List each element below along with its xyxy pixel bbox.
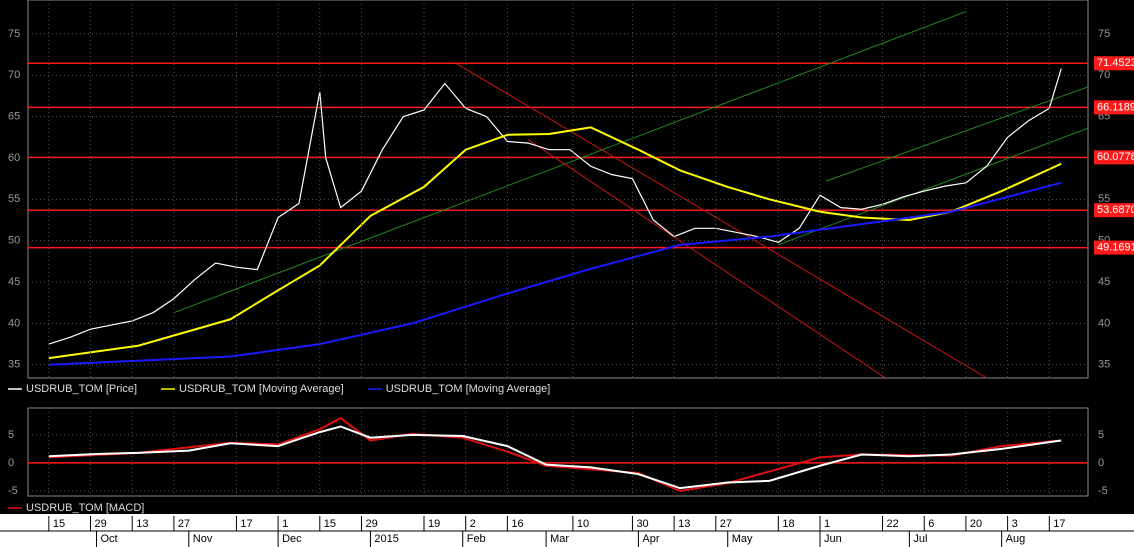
x-tick-label: 2: [470, 518, 476, 530]
x-tick-label: 15: [324, 518, 336, 530]
trend-line: [173, 11, 967, 314]
trend-line: [527, 139, 886, 378]
x-tick-label: 18: [782, 518, 794, 530]
macd-plot: [28, 408, 1088, 496]
y-tick-label: 70: [8, 69, 20, 81]
x-tick-label: 30: [636, 518, 648, 530]
month-label: Jul: [913, 533, 927, 545]
level-label-box: [1094, 56, 1134, 71]
y-tick-label: 60: [8, 152, 20, 164]
x-tick-label: 17: [240, 518, 252, 530]
legend-label: USDRUB_TOM [Moving Average]: [179, 383, 344, 395]
y-tick-label: 50: [8, 235, 20, 247]
x-tick-label: 3: [1012, 518, 1018, 530]
month-label: Mar: [550, 533, 569, 545]
trend-line: [825, 86, 1088, 182]
month-label: 2015: [374, 533, 398, 545]
series-line: [48, 181, 1062, 366]
x-tick-label: 22: [887, 518, 899, 530]
x-tick-label: 20: [970, 518, 982, 530]
x-tick-label: 27: [720, 518, 732, 530]
y-tick-label: 5: [1098, 429, 1104, 441]
y-tick-label: 70: [1098, 69, 1110, 81]
plot-frame: [27, 0, 1089, 379]
x-tick-label: 16: [511, 518, 523, 530]
x-tick-label: 6: [928, 518, 934, 530]
y-tick-label: 0: [8, 457, 14, 469]
x-tick-label: 10: [577, 518, 589, 530]
x-tick-label: 27: [178, 518, 190, 530]
level-label-box: [1094, 100, 1134, 115]
series-line: [48, 425, 1062, 490]
x-tick-label: 19: [428, 518, 440, 530]
x-tick-label: 13: [136, 518, 148, 530]
level-label-box: [1094, 203, 1134, 218]
y-tick-label: 45: [8, 276, 20, 288]
x-tick-label: 1: [282, 518, 288, 530]
x-tick-label: 15: [53, 518, 65, 530]
y-tick-label: 35: [8, 359, 20, 371]
level-label: 49.1691: [1097, 241, 1134, 253]
y-tick-label: 55: [1098, 193, 1110, 205]
legend-label: USDRUB_TOM [Price]: [26, 383, 137, 395]
month-label: Jun: [824, 533, 842, 545]
legend-label: USDRUB_TOM [Moving Average]: [386, 383, 551, 395]
month-label: Feb: [467, 533, 486, 545]
month-label: May: [732, 533, 753, 545]
trend-line: [778, 127, 1088, 246]
y-tick-label: 40: [1098, 317, 1110, 329]
month-label: Nov: [193, 533, 213, 545]
y-tick-label: 65: [8, 111, 20, 123]
y-tick-label: 55: [8, 193, 20, 205]
month-label: Aug: [1006, 533, 1026, 545]
legend-label: USDRUB_TOM [MACD]: [26, 502, 144, 514]
y-tick-label: 75: [1098, 28, 1110, 40]
level-label: 60.0778: [1097, 151, 1134, 163]
x-tick-label: 29: [95, 518, 107, 530]
level-label-box: [1094, 240, 1134, 255]
y-tick-label: 40: [8, 317, 20, 329]
macd-frame: [27, 407, 1089, 497]
y-tick-label: 0: [1098, 457, 1104, 469]
level-label: 53.6870: [1097, 204, 1134, 216]
y-tick-label: -5: [8, 485, 18, 497]
level-label: 66.1189: [1097, 101, 1134, 113]
main-plot: [28, 0, 1088, 378]
axes: 35354040454550505555606065657070757571.4…: [8, 28, 1134, 547]
x-tick-label: 13: [678, 518, 690, 530]
x-tick-label: 1: [824, 518, 830, 530]
y-tick-label: 75: [8, 28, 20, 40]
level-label: 71.4523: [1097, 57, 1134, 69]
x-tick-label: 17: [1053, 518, 1065, 530]
level-label-box: [1094, 150, 1134, 165]
y-tick-label: 5: [8, 429, 14, 441]
trend-line: [453, 61, 988, 378]
series-line: [48, 68, 1062, 345]
month-label: Apr: [642, 533, 659, 545]
y-tick-label: -5: [1098, 485, 1108, 497]
month-label: Oct: [100, 533, 117, 545]
month-label: Dec: [282, 533, 302, 545]
y-tick-label: 45: [1098, 276, 1110, 288]
y-tick-label: 35: [1098, 359, 1110, 371]
x-tick-label: 29: [365, 518, 377, 530]
